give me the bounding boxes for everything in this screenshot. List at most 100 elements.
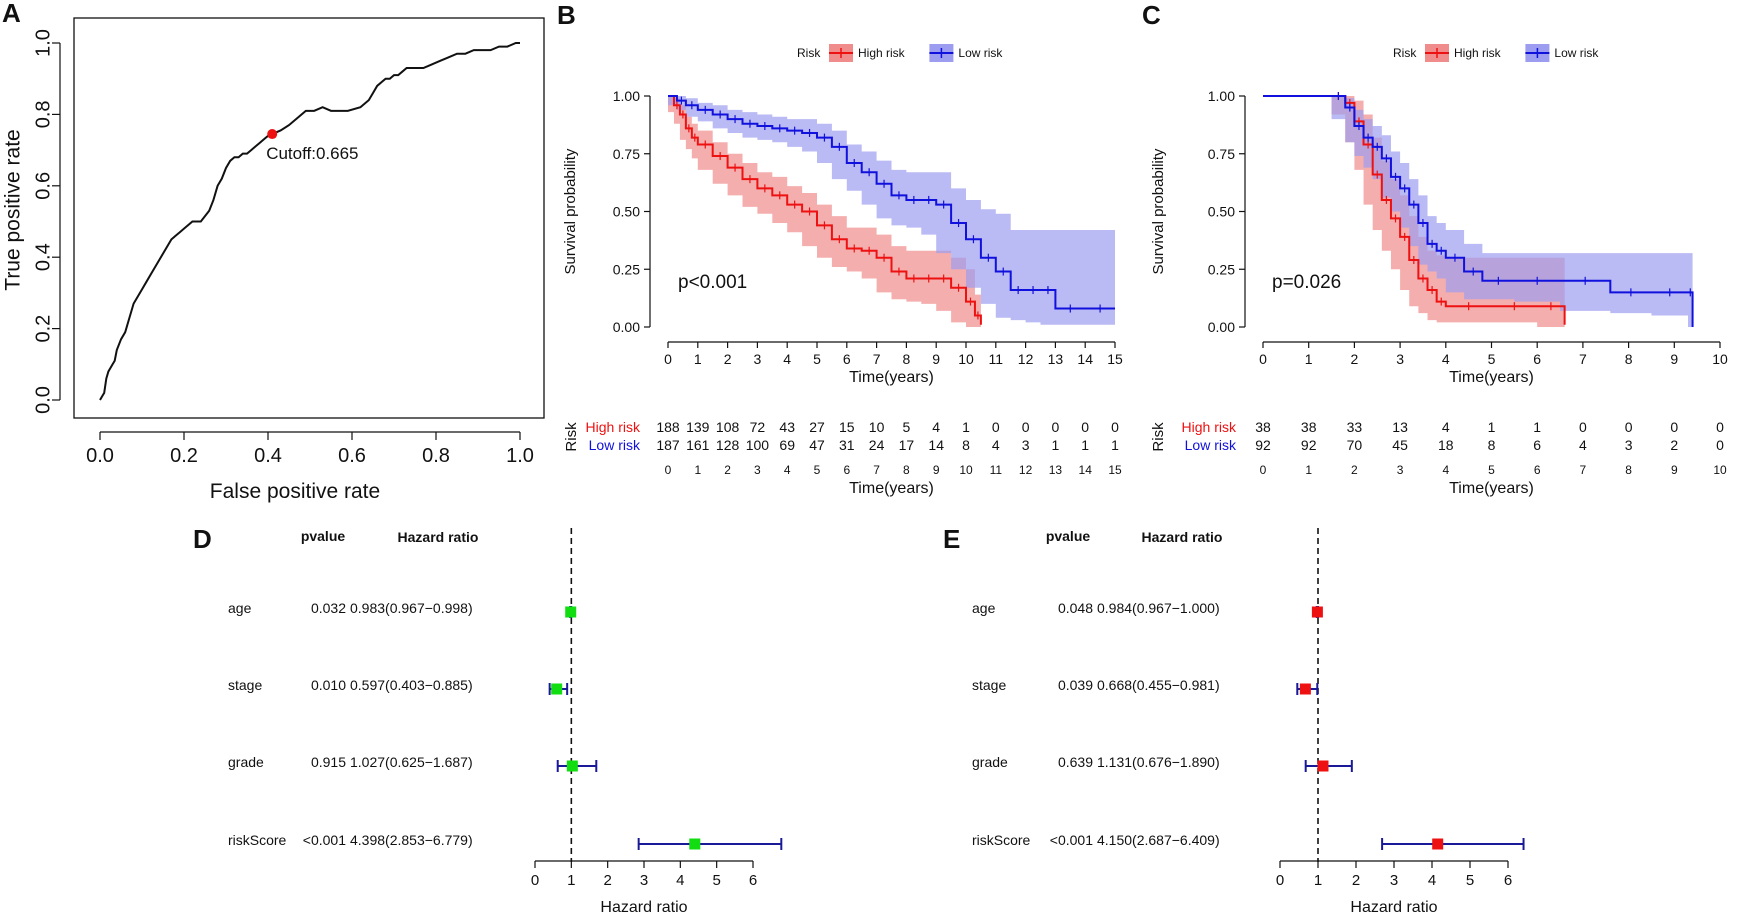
risk-table-cell: 4: [1579, 437, 1587, 453]
p-value-label: p=0.026: [1272, 272, 1341, 293]
risk-table-cell: 3: [1022, 437, 1030, 453]
hazard-ratio-point: [1311, 606, 1323, 618]
forest-x-tick-label: 1: [567, 872, 575, 889]
roc-x-tick-label: 0.8: [422, 445, 450, 467]
row-pvalue: 0.048: [1058, 600, 1093, 616]
km-y-tick-label: 0.75: [613, 146, 640, 162]
risk-table-cell: 0: [1716, 437, 1724, 453]
risk-table-cell: 187: [656, 437, 680, 453]
row-hazard-ratio-text: 4.398(2.853−6.779): [350, 832, 473, 848]
risk-table-x-tick-label: 5: [1488, 463, 1495, 477]
row-label: stage: [228, 677, 262, 693]
forest-x-tick-label: 1: [1314, 872, 1322, 889]
legend-title: Risk: [1393, 46, 1417, 60]
km-x-tick-label: 12: [1018, 351, 1034, 367]
column-header-hazard-ratio: Hazard ratio: [1142, 529, 1223, 545]
risk-table-cell: 1: [962, 419, 970, 435]
row-label: grade: [228, 754, 264, 770]
forest-x-tick-label: 6: [1504, 872, 1512, 889]
risk-table-cell: 38: [1301, 419, 1317, 435]
panel-label-a: A: [2, 0, 21, 28]
forest-x-tick-label: 4: [1428, 872, 1436, 889]
risk-table-x-tick-label: 3: [754, 463, 761, 477]
roc-x-tick-label: 0.0: [86, 445, 114, 467]
risk-table-cell: 0: [1081, 419, 1089, 435]
km-x-tick-label: 5: [1488, 351, 1496, 367]
risk-table-cell: 17: [899, 437, 915, 453]
forest-x-tick-label: 2: [603, 872, 611, 889]
km-x-tick-label: 13: [1048, 351, 1064, 367]
risk-table-x-tick-label: 2: [1351, 463, 1358, 477]
forest-x-tick-label: 0: [1276, 872, 1284, 889]
risk-table-x-tick-label: 5: [814, 463, 821, 477]
risk-table-cell: 13: [1392, 419, 1408, 435]
km-y-tick-label: 1.00: [613, 88, 640, 104]
risk-table-cell: 0: [1111, 419, 1119, 435]
risk-table-x-tick-label: 11: [990, 463, 1003, 477]
km-x-tick-label: 0: [1259, 351, 1267, 367]
risk-table-row-name: High risk: [586, 419, 641, 435]
roc-y-tick-label: 0.8: [32, 100, 54, 128]
risk-table-cell: 108: [716, 419, 740, 435]
risk-table-cell: 15: [839, 419, 855, 435]
risk-table-x-tick-label: 0: [665, 463, 672, 477]
risk-table-cell: 69: [779, 437, 795, 453]
km-x-tick-label: 0: [664, 351, 672, 367]
row-hazard-ratio-text: 1.027(0.625−1.687): [350, 754, 473, 770]
risk-table-cell: 0: [1579, 419, 1587, 435]
forest-x-axis-title: Hazard ratio: [600, 899, 687, 915]
panel-label-c: C: [1142, 0, 1161, 30]
risk-table-cell: 4: [932, 419, 940, 435]
risk-table-cell: 0: [1022, 419, 1030, 435]
row-pvalue: 0.639: [1058, 754, 1093, 770]
hazard-ratio-point: [1432, 838, 1444, 850]
km-y-tick-label: 0.00: [1208, 319, 1235, 335]
legend-label: High risk: [858, 46, 906, 60]
km-x-tick-label: 10: [1712, 351, 1728, 367]
km-x-tick-label: 5: [813, 351, 821, 367]
roc-x-tick-label: 0.4: [254, 445, 282, 467]
panel-label-b: B: [557, 0, 576, 30]
survival-curve-low: [1263, 95, 1694, 327]
hazard-ratio-point: [1299, 683, 1311, 695]
row-label: riskScore: [972, 832, 1031, 848]
survival-curve-high: [668, 95, 982, 325]
roc-x-tick-label: 0.6: [338, 445, 366, 467]
risk-table-cell: 18: [1438, 437, 1454, 453]
forest-x-tick-label: 6: [749, 872, 757, 889]
km-y-tick-label: 0.25: [1208, 261, 1235, 277]
risk-table-cell: 33: [1347, 419, 1363, 435]
km-x-tick-label: 4: [1442, 351, 1450, 367]
column-header-pvalue: pvalue: [301, 528, 346, 544]
row-hazard-ratio-text: 0.983(0.967−0.998): [350, 600, 473, 616]
roc-cutoff-point: [267, 129, 278, 140]
row-pvalue: 0.915: [311, 754, 346, 770]
km-y-tick-label: 0.50: [1208, 204, 1235, 220]
risk-table-cell: 43: [779, 419, 795, 435]
km-y-axis-title: Survival probability: [562, 148, 579, 274]
km-x-tick-label: 4: [783, 351, 791, 367]
risk-table-row-name: Low risk: [589, 437, 641, 453]
risk-table-cell: 27: [809, 419, 825, 435]
forest-plot-e: pvalue Hazard ratio age 0.048 0.984(0.967−1.…: [972, 528, 1525, 915]
risk-table-x-tick-label: 7: [1580, 463, 1587, 477]
risk-table-cell: 8: [1488, 437, 1496, 453]
roc-x-tick-label: 1.0: [506, 445, 534, 467]
hazard-ratio-point: [689, 838, 701, 850]
risk-table-cell: 0: [1670, 419, 1678, 435]
km-x-tick-label: 7: [873, 351, 881, 367]
risk-table-cell: 0: [1716, 419, 1724, 435]
risk-table-cell: 139: [686, 419, 710, 435]
risk-table-cell: 8: [962, 437, 970, 453]
row-pvalue: 0.039: [1058, 677, 1093, 693]
risk-table-cell: 92: [1255, 437, 1271, 453]
km-x-tick-label: 8: [903, 351, 911, 367]
km-x-tick-label: 10: [958, 351, 974, 367]
km-y-tick-label: 1.00: [1208, 88, 1235, 104]
roc-x-axis-title: False positive rate: [210, 480, 380, 503]
km-x-tick-label: 3: [1396, 351, 1404, 367]
risk-table-x-tick-label: 0: [1260, 463, 1267, 477]
risk-table-cell: 47: [809, 437, 825, 453]
risk-table-cell: 1: [1488, 419, 1496, 435]
risk-table-x-tick-label: 4: [1442, 463, 1449, 477]
